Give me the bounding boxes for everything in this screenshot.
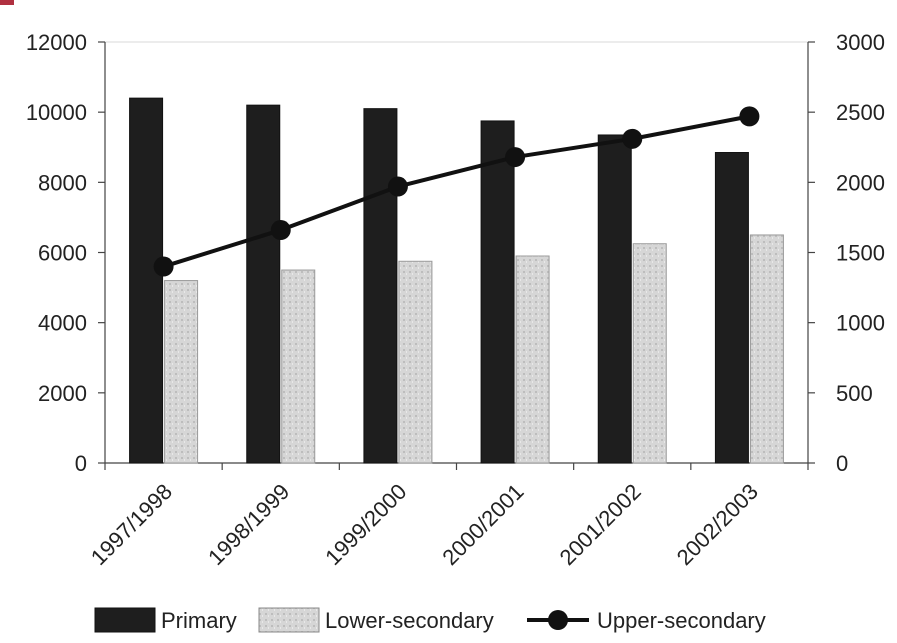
y-right-tick-label: 0 — [836, 451, 848, 476]
legend-label: Upper-secondary — [597, 608, 766, 633]
legend-label: Lower-secondary — [325, 608, 494, 633]
legend-label: Primary — [161, 608, 237, 633]
point-upper-secondary — [270, 220, 291, 241]
y-left-tick-label: 4000 — [38, 311, 87, 336]
y-left-tick-label: 6000 — [38, 241, 87, 266]
y-left-tick-label: 12000 — [26, 30, 87, 55]
bar-primary — [363, 108, 398, 464]
point-upper-secondary — [505, 147, 526, 168]
bar-primary — [246, 104, 281, 464]
y-left-tick-label: 8000 — [38, 170, 87, 195]
y-right-tick-label: 2000 — [836, 170, 885, 195]
bar-lower-secondary — [515, 255, 550, 464]
legend-swatch-upper-secondary-marker — [548, 610, 568, 630]
bar-primary — [714, 152, 749, 464]
bar-primary — [129, 97, 164, 464]
point-upper-secondary — [739, 106, 760, 127]
bar-lower-secondary — [632, 243, 667, 464]
y-left-tick-label: 2000 — [38, 381, 87, 406]
y-right-tick-label: 1000 — [836, 311, 885, 336]
legend-swatch-lower-secondary — [258, 607, 320, 633]
bar-lower-secondary — [749, 234, 784, 464]
bar-primary — [597, 134, 632, 464]
line-upper-secondary — [162, 114, 750, 269]
bar-lower-secondary — [164, 280, 199, 464]
y-left-tick-label: 10000 — [26, 100, 87, 125]
y-right-tick-label: 3000 — [836, 30, 885, 55]
point-upper-secondary — [622, 128, 643, 149]
point-upper-secondary — [387, 176, 408, 197]
bar-lower-secondary — [398, 260, 433, 464]
bar-primary — [480, 120, 515, 464]
bar-lower-secondary — [281, 269, 316, 464]
point-upper-secondary — [153, 256, 174, 277]
legend-swatch-primary — [94, 607, 156, 633]
y-right-tick-label: 1500 — [836, 241, 885, 266]
y-left-tick-label: 0 — [75, 451, 87, 476]
legend: Primary Lower-secondary Upper-secondary — [94, 607, 766, 633]
y-right-tick-label: 500 — [836, 381, 873, 406]
y-right-tick-label: 2500 — [836, 100, 885, 125]
corner-mark — [0, 0, 14, 5]
